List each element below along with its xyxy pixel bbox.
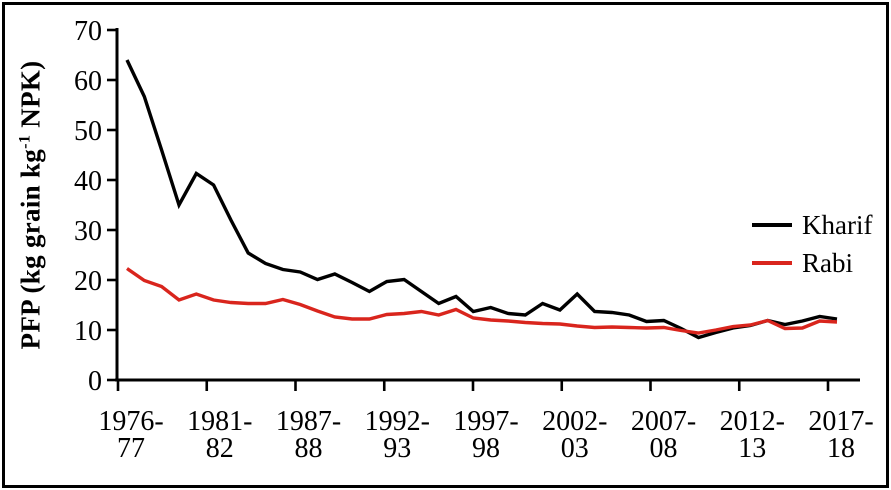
legend-label-kharif: Kharif [802, 209, 873, 240]
y-tick-label: 20 [74, 266, 102, 297]
x-tick-label-line2: 08 [650, 433, 678, 464]
x-tick-label-line2: 82 [206, 433, 234, 464]
x-tick-label-line2: 03 [561, 433, 589, 464]
series-line-rabi [126, 267, 838, 335]
y-axis-title-superscript: -1 [15, 134, 34, 149]
x-tick-label-line1: 2002- [542, 406, 607, 437]
y-axis-title-text: PFP (kg grain kg [15, 148, 46, 350]
x-tick-label-line2: 18 [827, 433, 855, 464]
legend-item-rabi: Rabi [752, 244, 872, 282]
x-tick-label-line1: 2012- [720, 406, 785, 437]
x-tick-label-line1: 1992- [365, 406, 430, 437]
x-tick-label-line1: 1976- [98, 406, 163, 437]
series-line-kharif [125, 59, 838, 340]
y-tick-label: 10 [74, 316, 102, 347]
x-tick-label-line1: 2007- [631, 406, 696, 437]
x-tick-label-line1: 2017- [808, 406, 873, 437]
kharif-line-swatch [752, 223, 792, 227]
y-axis-title-unit: NPK) [15, 60, 46, 135]
y-tick-label: 0 [88, 366, 102, 397]
x-tick-label-line2: 98 [472, 433, 500, 464]
rabi-line-swatch [752, 261, 792, 265]
x-tick-label-line2: 93 [383, 433, 411, 464]
y-tick-label: 40 [74, 166, 102, 197]
x-tick-label-line2: 13 [738, 433, 766, 464]
legend: Kharif Rabi [752, 206, 872, 282]
x-tick-label-line1: 1987- [276, 406, 341, 437]
x-tick-label-line1: 1981- [187, 406, 252, 437]
legend-item-kharif: Kharif [752, 206, 872, 244]
y-tick-label: 70 [74, 16, 102, 47]
y-axis-title: PFP (kg grain kg-1 NPK) [16, 61, 47, 350]
x-tick-label-line2: 77 [117, 433, 145, 464]
legend-label-rabi: Rabi [802, 247, 853, 278]
y-tick-label: 50 [74, 116, 102, 147]
x-tick-label-line1: 1997- [453, 406, 518, 437]
y-tick-label: 30 [74, 216, 102, 247]
y-tick-label: 60 [74, 66, 102, 97]
x-tick-label-line2: 88 [295, 433, 323, 464]
